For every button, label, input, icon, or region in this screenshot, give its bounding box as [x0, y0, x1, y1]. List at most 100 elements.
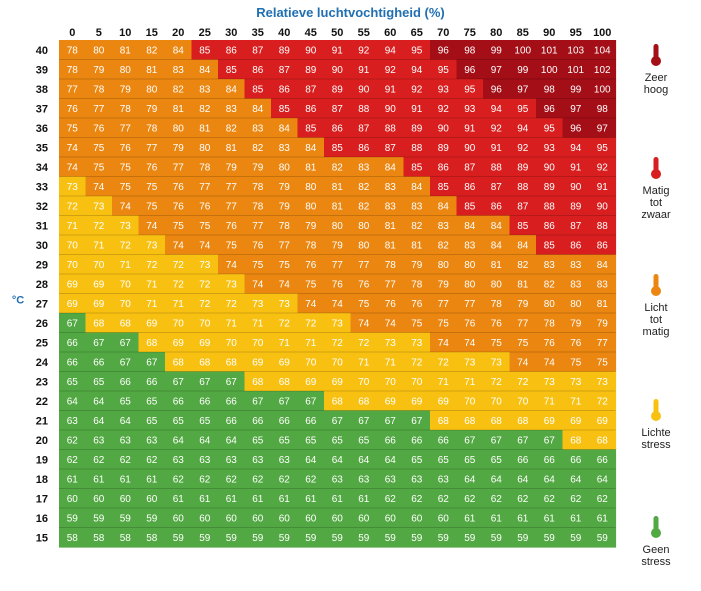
cell-value-label: 76 [491, 319, 503, 330]
heatmap-cell [324, 157, 352, 178]
heatmap-cell [59, 313, 87, 334]
cell-value-label: 87 [491, 182, 503, 193]
cell-value-label: 66 [226, 397, 238, 408]
heatmap-cell [59, 527, 87, 548]
cell-value-label: 61 [544, 514, 556, 525]
cell-value-label: 68 [199, 358, 211, 369]
cell-value-label: 99 [570, 85, 582, 96]
heatmap-cell [218, 215, 246, 236]
cell-value-label: 82 [544, 280, 556, 291]
cell-value-label: 79 [305, 221, 317, 232]
cell-value-label: 63 [173, 455, 185, 466]
heatmap-cell [403, 118, 431, 139]
y-tick-label: 30 [36, 240, 48, 252]
heatmap-cell [112, 98, 140, 119]
heatmap-cell [536, 118, 564, 139]
heatmap-cell [297, 196, 325, 217]
heatmap-cell [165, 352, 193, 373]
heatmap-cell [138, 98, 166, 119]
cell-value-label: 95 [597, 143, 609, 154]
heatmap-cell [562, 508, 590, 529]
cell-value-label: 62 [146, 455, 158, 466]
heatmap-cell [562, 410, 590, 431]
cell-value-label: 77 [199, 182, 211, 193]
heatmap-cell [112, 527, 140, 548]
cell-value-label: 61 [517, 514, 529, 525]
cell-value-label: 71 [93, 241, 105, 252]
cell-value-label: 65 [252, 436, 264, 447]
heatmap-cell [509, 274, 537, 295]
heatmap-cell [59, 449, 87, 470]
cell-value-label: 74 [93, 182, 105, 193]
heatmap-cell [297, 449, 325, 470]
cell-value-label: 64 [199, 436, 211, 447]
cell-value-label: 72 [597, 397, 609, 408]
y-tick-label: 21 [36, 415, 48, 427]
heatmap-cell [85, 98, 113, 119]
heatmap-cell [112, 254, 140, 275]
heatmap-cell [589, 332, 617, 353]
cell-value-label: 76 [252, 241, 264, 252]
cell-value-label: 62 [464, 494, 476, 505]
cell-value-label: 87 [279, 65, 291, 76]
heatmap-cell [377, 157, 405, 178]
cell-value-label: 73 [570, 377, 582, 388]
cell-value-label: 67 [544, 436, 556, 447]
heatmap-cell [59, 274, 87, 295]
cell-value-label: 60 [358, 514, 370, 525]
heatmap-cell [377, 391, 405, 412]
cell-value-label: 64 [358, 455, 370, 466]
heatmap-cell [483, 137, 511, 158]
cell-value-label: 62 [570, 494, 582, 505]
heatmap-cell [350, 391, 378, 412]
heatmap-cell [350, 98, 378, 119]
heatmap-cell [483, 215, 511, 236]
heatmap-cell [85, 371, 113, 392]
cell-value-label: 80 [464, 260, 476, 271]
cell-value-label: 69 [597, 416, 609, 427]
cell-value-label: 74 [517, 358, 529, 369]
heatmap-cell [509, 469, 537, 490]
cell-value-label: 63 [199, 455, 211, 466]
cell-value-label: 74 [146, 221, 158, 232]
cell-value-label: 77 [93, 104, 105, 115]
cell-value-label: 65 [332, 436, 344, 447]
cell-value-label: 65 [93, 377, 105, 388]
heatmap-cell [589, 293, 617, 314]
heatmap-cell [85, 391, 113, 412]
heatmap-cell [218, 313, 246, 334]
heatmap-cell [112, 235, 140, 256]
cell-value-label: 70 [464, 397, 476, 408]
cell-value-label: 63 [438, 475, 450, 486]
cell-value-label: 72 [120, 241, 132, 252]
heatmap-cell [191, 391, 219, 412]
heatmap-cell [85, 293, 113, 314]
heatmap-cell [244, 391, 272, 412]
cell-value-label: 67 [120, 358, 132, 369]
cell-value-label: 84 [464, 221, 476, 232]
heatmap-cell [218, 488, 246, 509]
cell-value-label: 59 [173, 533, 185, 544]
cell-value-label: 61 [358, 494, 370, 505]
cell-value-label: 63 [146, 436, 158, 447]
cell-value-label: 59 [491, 533, 503, 544]
heatmap-cell [483, 235, 511, 256]
heatmap-cell [138, 157, 166, 178]
cell-value-label: 75 [146, 182, 158, 193]
cell-value-label: 73 [93, 202, 105, 213]
heatmap-cell [191, 118, 219, 139]
cell-value-label: 76 [67, 104, 79, 115]
cell-value-label: 84 [385, 163, 397, 174]
heatmap-cell [59, 332, 87, 353]
heatmap-cell [509, 215, 537, 236]
cell-value-label: 78 [385, 260, 397, 271]
cell-value-label: 64 [173, 436, 185, 447]
cell-value-label: 83 [199, 85, 211, 96]
heatmap-cell [536, 274, 564, 295]
heatmap-cell [456, 118, 484, 139]
heatmap-cell [350, 196, 378, 217]
cell-value-label: 81 [385, 221, 397, 232]
heatmap-cell [324, 352, 352, 373]
heatmap-cell [562, 176, 590, 197]
heatmap-cell [297, 40, 325, 61]
